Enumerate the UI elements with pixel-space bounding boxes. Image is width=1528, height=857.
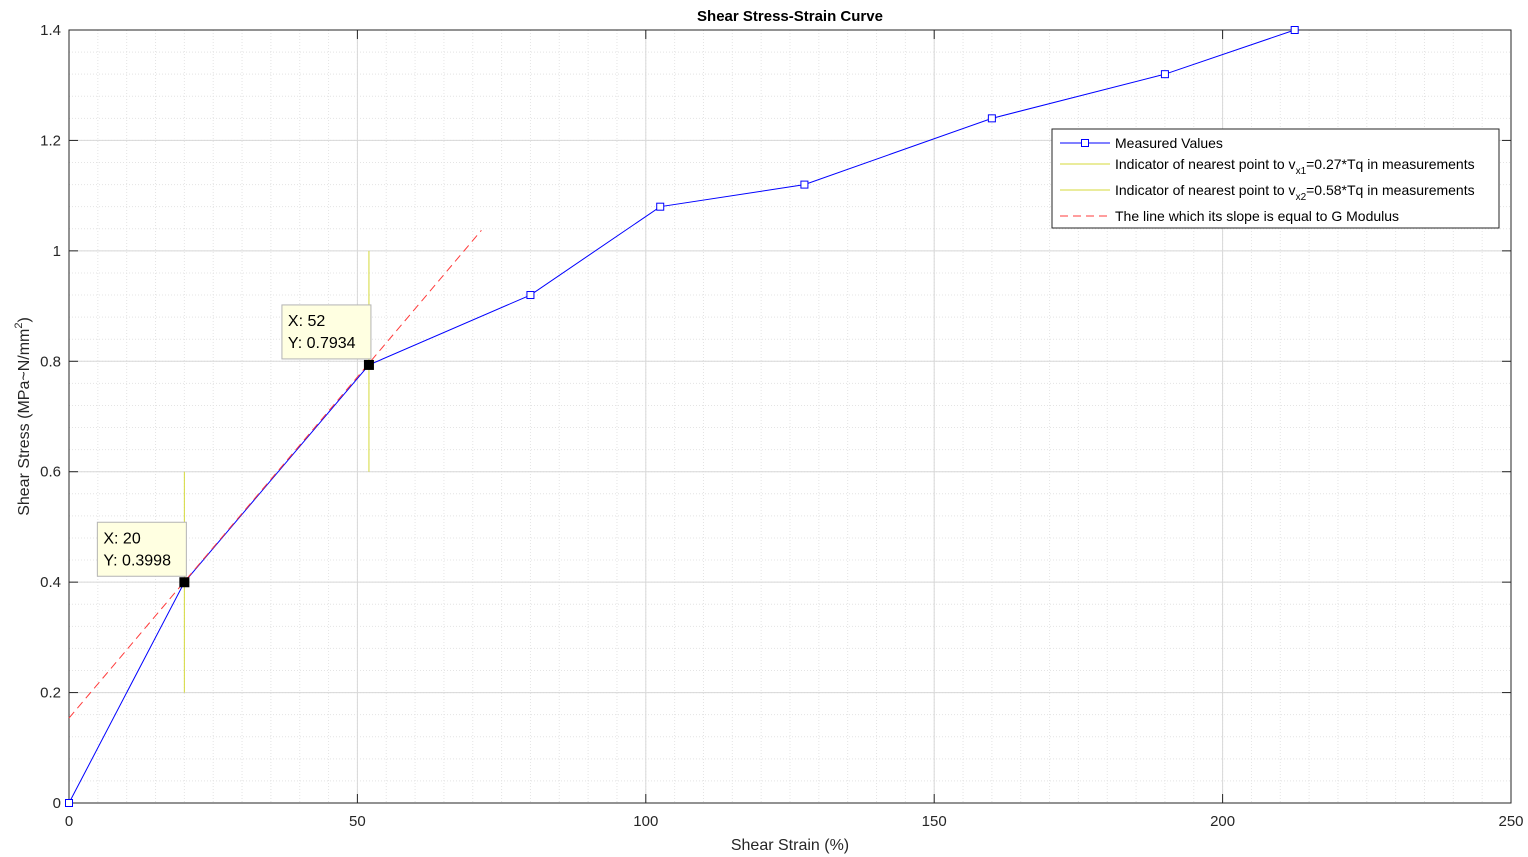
data-point-marker [800, 180, 809, 189]
datatip-y-label: Y: 0.7934 [288, 335, 356, 352]
axes-box [68, 29, 1512, 804]
x-tick-label: 50 [349, 813, 366, 830]
data-point-marker [526, 291, 535, 300]
data-point-marker [1290, 26, 1299, 34]
datatip-layer: X: 20 Y: 0.3998 X: 52 Y: 0.7934 [96, 304, 374, 588]
x-tick-label: 200 [1210, 813, 1235, 830]
legend-label-0: Measured Values [1115, 135, 1223, 151]
x-tick-labels: 0 50 100 150 200 250 [65, 813, 1524, 830]
y-axis-label-main: Shear Stress (MPa~N/mm [16, 329, 33, 516]
x-axis-label: Shear Strain (%) [731, 837, 849, 854]
data-point-marker [65, 799, 73, 807]
y-tick-label: 0.2 [40, 685, 61, 702]
y-tick-labels: 0 0.2 0.4 0.6 0.8 1 1.2 1.4 [40, 22, 61, 812]
y-tick-label: 0.4 [40, 574, 61, 591]
datatip-marker [179, 577, 190, 588]
datatip-box [281, 304, 372, 360]
datatip-marker [363, 359, 374, 370]
legend: Measured Values Indicator of nearest poin… [1051, 128, 1500, 229]
datatip-x-label: X: 52 [288, 313, 325, 330]
series-line-3 [68, 229, 482, 719]
y-axis-label-close: ) [16, 317, 33, 322]
y-axis-label: Shear Stress (MPa~N/mm2) [13, 317, 33, 516]
datatip-box [96, 521, 187, 577]
legend-marker [1081, 139, 1089, 147]
data-point-marker [656, 202, 665, 211]
legend-label-1: Indicator of nearest point to vx1=0.27*T… [1115, 156, 1475, 177]
y-tick-label: 1.2 [40, 132, 61, 149]
legend-box [1051, 128, 1500, 229]
data-point-marker [1160, 70, 1169, 79]
tick-marks [68, 29, 1512, 804]
y-tick-label: 0.6 [40, 464, 61, 481]
legend-label-3: The line which its slope is equal to G M… [1115, 208, 1399, 224]
x-tick-label: 100 [633, 813, 658, 830]
x-tick-label: 0 [65, 813, 73, 830]
chart-title: Shear Stress-Strain Curve [697, 8, 883, 25]
y-tick-label: 1.4 [40, 22, 61, 39]
y-axis-label-superscript: 2 [13, 323, 25, 329]
x-tick-label: 250 [1498, 813, 1523, 830]
y-tick-label: 0 [53, 795, 61, 812]
x-tick-label: 150 [922, 813, 947, 830]
datatip-x-label: X: 20 [103, 530, 140, 547]
y-tick-label: 0.8 [40, 353, 61, 370]
y-tick-label: 1 [53, 243, 61, 260]
datatip-y-label: Y: 0.3998 [103, 552, 171, 569]
data-point-marker [987, 114, 996, 123]
legend-label-2: Indicator of nearest point to vx2=0.58*T… [1115, 182, 1475, 203]
